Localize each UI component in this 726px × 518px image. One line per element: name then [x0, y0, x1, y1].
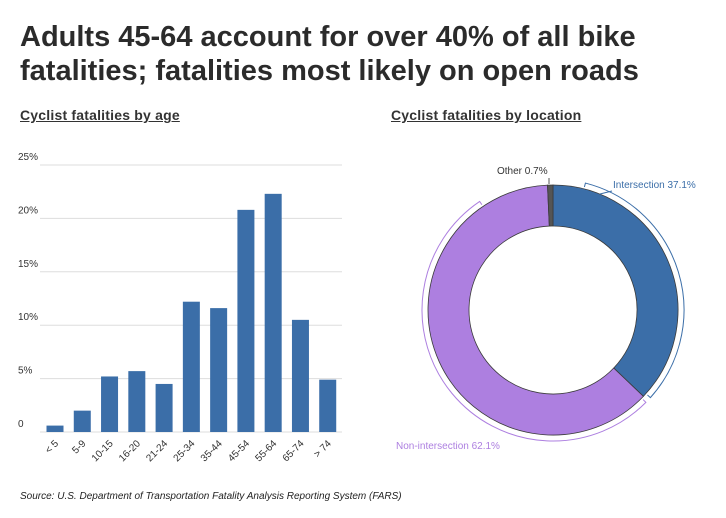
page-title: Adults 45-64 account for over 40% of all…	[20, 21, 639, 87]
donut-slice	[552, 184, 679, 397]
y-tick-label: 15%	[18, 259, 38, 270]
donut-chart: Intersection 37.1% Non-intersection 62.1%…	[396, 166, 696, 452]
bar	[319, 379, 337, 432]
bar	[291, 319, 309, 432]
y-tick-label: 10%	[18, 312, 38, 323]
donut-slice	[547, 184, 554, 227]
bar	[101, 376, 119, 432]
bar-chart: 05%10%15%20%25%< 5 5-9 10-15 16-20 21-24 25-3…	[18, 152, 342, 464]
bar-chart-title: Cyclist fatalities by age	[20, 107, 180, 123]
donut-chart-title: Cyclist fatalities by location	[391, 107, 582, 123]
bar	[182, 301, 200, 432]
bar	[264, 193, 282, 432]
y-tick-label: 0	[18, 419, 24, 430]
bar	[46, 425, 64, 432]
slice-label-non-intersection: Non-intersection 62.1%	[396, 441, 500, 452]
slice-bracket	[583, 182, 685, 399]
source-note: Source: U.S. Department of Transportatio…	[20, 491, 402, 502]
y-tick-label: 20%	[18, 205, 38, 216]
slice-label-intersection: Intersection 37.1%	[613, 180, 696, 191]
y-tick-label: 25%	[18, 152, 38, 163]
bar	[237, 209, 255, 432]
bar	[210, 308, 228, 432]
y-tick-label: 5%	[18, 366, 33, 377]
slice-bracket	[421, 200, 647, 442]
slice-label-other: Other 0.7%	[497, 166, 548, 177]
leader-line	[599, 190, 613, 195]
bar	[73, 410, 91, 432]
bar	[155, 383, 173, 432]
bar	[128, 371, 146, 432]
donut-slice	[427, 184, 644, 436]
